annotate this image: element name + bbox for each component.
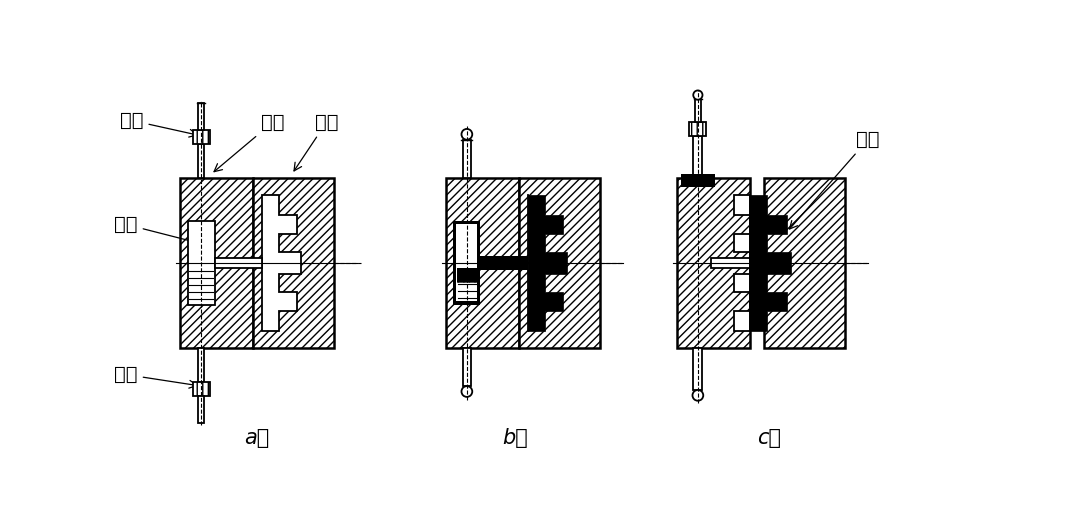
- Circle shape: [693, 90, 702, 99]
- Bar: [463, 140, 471, 178]
- Bar: [689, 122, 706, 136]
- Text: 定型: 定型: [214, 113, 284, 172]
- Text: a）: a）: [244, 428, 270, 448]
- Bar: [446, 178, 518, 348]
- Bar: [481, 256, 528, 270]
- Bar: [463, 348, 471, 386]
- Circle shape: [461, 386, 472, 397]
- Text: 铸件: 铸件: [789, 130, 879, 229]
- Bar: [457, 268, 477, 282]
- Bar: [750, 258, 768, 268]
- Bar: [693, 348, 702, 390]
- Bar: [192, 130, 210, 143]
- Bar: [215, 258, 262, 268]
- Polygon shape: [262, 195, 301, 331]
- Bar: [694, 99, 701, 122]
- Bar: [693, 136, 702, 178]
- Bar: [712, 258, 750, 268]
- Polygon shape: [528, 195, 567, 331]
- Bar: [457, 224, 477, 302]
- Bar: [198, 103, 204, 130]
- Text: 动型: 动型: [294, 113, 338, 171]
- Text: 活塞: 活塞: [114, 365, 198, 388]
- Bar: [680, 174, 715, 187]
- Bar: [253, 178, 334, 348]
- Bar: [180, 178, 253, 348]
- Text: b）: b）: [502, 428, 528, 448]
- Text: c）: c）: [757, 428, 781, 448]
- Bar: [192, 382, 210, 396]
- Bar: [198, 396, 204, 423]
- Bar: [188, 221, 215, 305]
- Text: 活塞: 活塞: [120, 111, 198, 137]
- Bar: [677, 178, 750, 348]
- Bar: [198, 143, 204, 178]
- Bar: [198, 348, 204, 382]
- Bar: [764, 178, 845, 348]
- Polygon shape: [750, 195, 791, 331]
- Circle shape: [461, 129, 472, 140]
- Polygon shape: [734, 195, 750, 331]
- Bar: [457, 268, 477, 282]
- Text: 压室: 压室: [114, 215, 198, 244]
- Circle shape: [692, 390, 703, 401]
- Bar: [518, 178, 599, 348]
- Bar: [454, 221, 481, 305]
